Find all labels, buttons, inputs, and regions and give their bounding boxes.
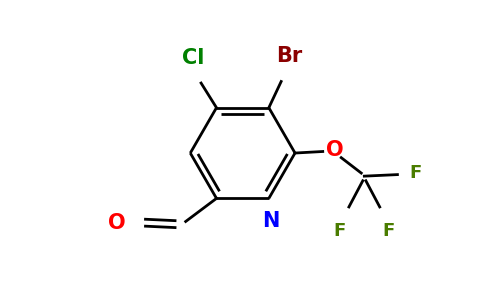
Text: Cl: Cl <box>182 48 205 68</box>
Text: F: F <box>383 222 395 240</box>
Text: O: O <box>326 140 344 160</box>
Text: N: N <box>262 211 279 231</box>
Text: O: O <box>108 213 126 233</box>
Text: F: F <box>410 164 422 182</box>
Text: Br: Br <box>276 46 302 66</box>
Text: F: F <box>333 222 346 240</box>
